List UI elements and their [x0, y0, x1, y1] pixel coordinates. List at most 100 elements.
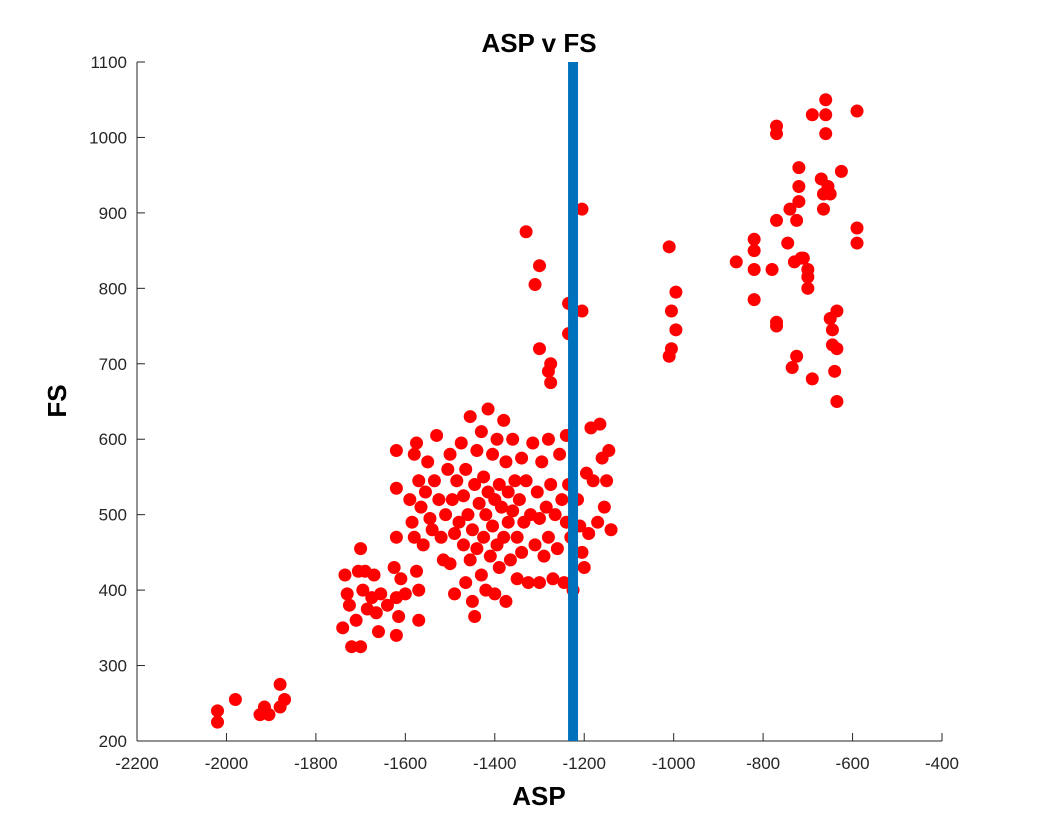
data-point: [600, 474, 614, 488]
data-point: [369, 606, 383, 620]
data-point: [405, 515, 419, 529]
data-point: [465, 523, 479, 537]
data-point: [398, 587, 412, 601]
data-point: [425, 523, 439, 537]
data-point: [521, 576, 535, 590]
data-point: [414, 500, 428, 514]
data-point: [387, 560, 401, 574]
data-point: [499, 594, 513, 608]
data-point: [432, 493, 446, 507]
data-point: [510, 572, 524, 586]
data-point: [593, 417, 607, 431]
data-point: [211, 715, 224, 729]
data-point: [412, 613, 426, 627]
data-point: [474, 568, 488, 582]
data-point: [790, 349, 804, 363]
data-point: [454, 436, 468, 450]
data-point: [443, 557, 457, 571]
data-point: [541, 432, 555, 446]
data-point: [823, 187, 837, 201]
data-point: [575, 545, 589, 559]
data-point: [340, 587, 354, 601]
data-point: [555, 493, 569, 507]
data-point: [544, 376, 558, 390]
data-point: [662, 240, 676, 254]
data-point: [356, 583, 370, 597]
data-point: [474, 425, 488, 439]
data-point: [349, 613, 363, 627]
data-point: [492, 477, 506, 491]
data-point: [439, 508, 453, 522]
data-point: [533, 576, 546, 590]
data-point: [506, 432, 520, 446]
data-point: [380, 598, 394, 612]
data-point: [389, 628, 403, 642]
data-point: [416, 538, 430, 552]
data-point: [770, 319, 784, 333]
data-point: [512, 493, 526, 507]
data-point: [501, 515, 515, 529]
data-point: [519, 474, 533, 488]
data-point: [367, 568, 381, 582]
data-point: [669, 285, 683, 299]
data-point: [519, 225, 533, 239]
data-point: [392, 610, 406, 624]
data-point: [530, 485, 544, 499]
data-point: [544, 357, 558, 371]
x-tick-label: -1200: [562, 754, 605, 773]
data-point: [553, 447, 567, 461]
data-point: [479, 508, 493, 522]
y-tick-label: 200: [99, 732, 127, 751]
data-point: [477, 470, 491, 484]
data-point: [410, 564, 424, 578]
data-point: [830, 304, 844, 318]
data-point: [372, 625, 385, 639]
data-point: [463, 410, 477, 424]
data-point: [664, 342, 678, 356]
data-point: [336, 621, 350, 635]
data-point: [528, 278, 542, 292]
data-point: [770, 127, 784, 141]
x-tick-label: -1600: [384, 754, 427, 773]
data-point: [604, 523, 618, 537]
data-point: [664, 304, 678, 318]
data-point: [575, 202, 589, 216]
data-point: [729, 255, 743, 269]
data-point: [591, 515, 605, 529]
data-point: [354, 640, 368, 654]
data-point: [412, 474, 426, 488]
data-point: [535, 455, 549, 469]
data-point: [412, 583, 426, 597]
data-point: [503, 553, 517, 567]
data-point: [575, 304, 589, 318]
data-point: [781, 236, 795, 250]
data-point: [747, 293, 761, 307]
data-point: [792, 161, 806, 175]
data-point: [488, 587, 502, 601]
data-point: [497, 413, 511, 427]
data-point: [850, 104, 864, 118]
data-point: [468, 610, 482, 624]
data-point: [533, 511, 546, 525]
data-point: [410, 436, 424, 450]
data-point: [533, 342, 546, 356]
data-point: [582, 527, 596, 541]
data-point: [497, 530, 511, 544]
data-point: [541, 530, 555, 544]
data-point: [765, 262, 779, 276]
data-point: [586, 474, 600, 488]
data-point: [830, 342, 844, 356]
x-tick-label: -1800: [294, 754, 337, 773]
data-point: [830, 395, 844, 408]
data-point: [792, 195, 806, 209]
data-point: [801, 270, 815, 284]
data-point: [528, 538, 542, 552]
data-point: [792, 179, 806, 193]
y-tick-label: 1000: [89, 128, 127, 147]
data-point: [577, 560, 591, 574]
data-point: [443, 447, 457, 461]
data-point: [510, 530, 524, 544]
data-point: [273, 677, 287, 691]
y-tick-label: 400: [99, 581, 127, 600]
